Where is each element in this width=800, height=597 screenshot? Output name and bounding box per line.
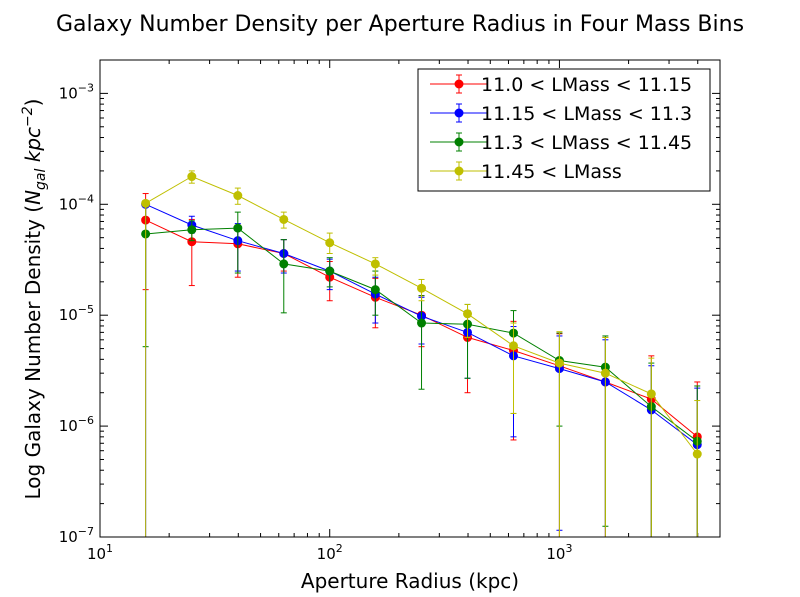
legend: 11.0 < LMass < 11.15 11.15 < LMass < 11.3… [417, 68, 711, 192]
y-tick-label: 10−6 [59, 414, 94, 435]
data-point [370, 285, 380, 295]
legend-label: 11.15 < LMass < 11.3 [481, 103, 692, 125]
data-point [692, 449, 702, 459]
x-axis: 101 102 103 [87, 60, 721, 563]
data-point [233, 191, 243, 201]
data-point [187, 225, 197, 235]
y-tick-label: 10−3 [59, 81, 94, 102]
x-tick-label: 102 [317, 542, 343, 563]
data-point [279, 259, 289, 269]
data-point [279, 214, 289, 224]
x-tick-label: 103 [546, 542, 572, 563]
legend-marker [454, 79, 464, 89]
legend-marker [454, 137, 464, 147]
legend-label: 11.45 < LMass [481, 161, 622, 183]
legend-item: 11.0 < LMass < 11.15 [430, 74, 692, 96]
y-tick-label: 10−7 [59, 525, 94, 546]
x-axis-label: Aperture Radius (kpc) [301, 569, 519, 593]
data-point [233, 223, 243, 233]
legend-marker [454, 166, 464, 176]
series-4 [141, 170, 702, 538]
data-point [325, 238, 335, 248]
y-axis-label: Log Galaxy Number Density (Ngal kpc−2) [20, 99, 49, 500]
legend-marker [454, 108, 464, 118]
data-point [646, 389, 656, 399]
legend-item: 11.45 < LMass [430, 161, 622, 183]
data-point [325, 266, 335, 276]
data-point [187, 172, 197, 182]
data-point [463, 309, 473, 319]
data-point [417, 283, 427, 293]
x-tick-label: 101 [87, 542, 113, 563]
legend-item: 11.3 < LMass < 11.45 [430, 132, 692, 154]
legend-label: 11.0 < LMass < 11.15 [481, 74, 692, 96]
plot-frame [99, 59, 721, 538]
legend-label: 11.3 < LMass < 11.45 [481, 132, 692, 154]
y-axis: 10−7 10−6 10−5 10−4 10−3 [59, 59, 720, 546]
y-tick-label: 10−4 [59, 192, 94, 213]
legend-item: 11.15 < LMass < 11.3 [430, 103, 692, 125]
chart-title: Galaxy Number Density per Aperture Radiu… [56, 12, 744, 37]
plot-series [141, 170, 702, 538]
data-point [508, 341, 518, 351]
data-point [417, 318, 427, 328]
data-point [600, 368, 610, 378]
data-point [554, 358, 564, 368]
data-point [141, 198, 151, 208]
y-tick-label: 10−5 [59, 303, 94, 324]
data-point [370, 259, 380, 269]
